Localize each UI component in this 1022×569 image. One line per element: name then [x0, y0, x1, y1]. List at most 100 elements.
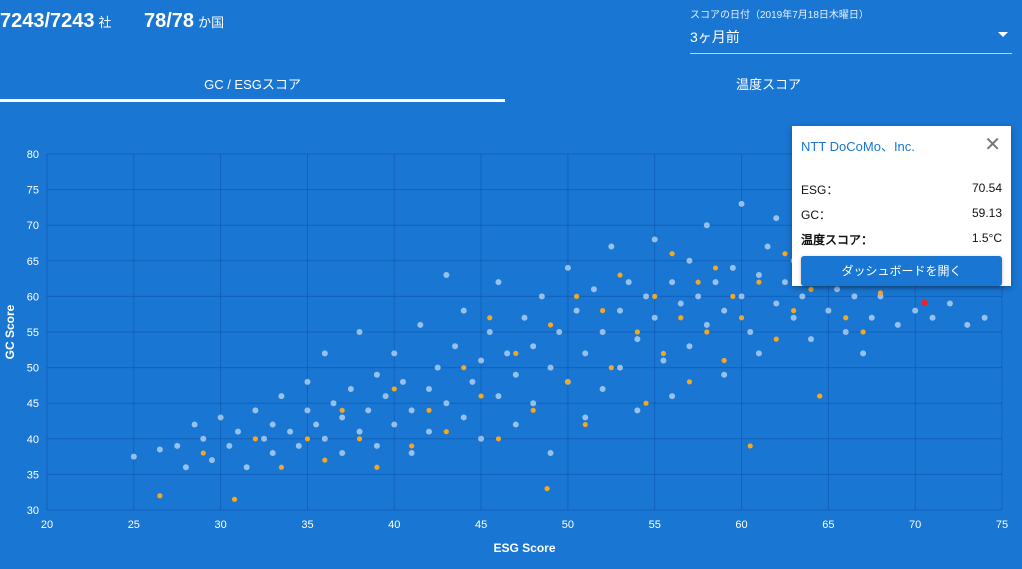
data-point-highlighted — [843, 315, 849, 321]
popup-row-temp: 温度スコア： 1.5°C — [801, 231, 1002, 248]
data-point-all — [981, 314, 988, 321]
data-point-all — [452, 343, 459, 350]
data-point-all — [408, 407, 415, 414]
data-point-all — [912, 307, 919, 314]
data-point-all — [235, 428, 241, 435]
data-point-highlighted — [773, 336, 779, 342]
data-point-all — [156, 446, 163, 453]
data-point-all — [495, 279, 502, 286]
x-tick-label: 60 — [735, 519, 747, 531]
data-point-all — [929, 314, 936, 321]
data-point-all — [721, 307, 728, 314]
tab-temperature-score[interactable]: 温度スコア — [735, 77, 801, 92]
data-point-all — [660, 357, 667, 364]
data-point-highlighted — [695, 279, 701, 285]
y-tick-label: 45 — [27, 398, 39, 410]
y-tick-label: 60 — [27, 291, 39, 303]
data-point-all — [382, 393, 389, 400]
data-point-all — [564, 264, 571, 271]
data-point-all — [703, 222, 710, 229]
score-date-select[interactable]: スコアの日付（2019年7月18日木曜日） 3ヶ月前 — [690, 6, 1012, 54]
data-point-all — [634, 407, 641, 414]
x-tick-label: 45 — [475, 519, 487, 531]
data-point-highlighted — [582, 421, 588, 428]
data-point-all — [964, 321, 971, 328]
data-point-all — [478, 357, 485, 364]
data-point-all — [373, 442, 380, 449]
data-point-all — [486, 329, 493, 335]
data-point-highlighted — [530, 407, 536, 413]
data-point-highlighted — [617, 272, 623, 278]
data-point-all — [547, 450, 554, 457]
y-axis-label: GC Score — [3, 304, 17, 359]
open-dashboard-button[interactable]: ダッシュボードを開く — [801, 256, 1002, 286]
data-point-all — [243, 464, 250, 471]
close-icon[interactable]: ✕ — [984, 134, 1001, 156]
data-point-all — [426, 428, 432, 435]
data-point-highlighted — [356, 436, 363, 442]
data-point-all — [790, 314, 797, 321]
data-point-all — [738, 200, 745, 207]
score-date-value[interactable]: 3ヶ月前 — [690, 27, 1012, 54]
data-point-all — [321, 350, 328, 357]
y-tick-label: 75 — [27, 185, 39, 197]
data-point-highlighted — [252, 436, 258, 442]
data-point-all — [321, 435, 328, 442]
data-point-highlighted — [669, 251, 675, 257]
esg-label: ESG： — [801, 183, 839, 197]
popup-company-name: NTT DoCoMo、Inc. — [801, 139, 915, 154]
data-point-all — [295, 442, 302, 449]
data-point-all — [339, 450, 346, 457]
data-point-all — [582, 350, 589, 357]
data-point-all — [860, 350, 867, 357]
data-point-highlighted — [461, 365, 467, 371]
x-tick-label: 65 — [822, 519, 834, 531]
data-point-all — [504, 350, 511, 357]
x-tick-label: 55 — [649, 519, 661, 531]
tab-gc-esg-score[interactable]: GC / ESGスコア — [0, 74, 505, 102]
data-point-all — [894, 321, 901, 328]
data-point-all — [434, 364, 441, 371]
data-point-all — [512, 371, 519, 378]
data-point-all — [573, 307, 580, 314]
data-point-highlighted — [495, 436, 502, 442]
data-point-all — [590, 286, 597, 293]
country-unit: か国 — [198, 15, 225, 30]
data-point-all — [538, 293, 545, 300]
country-count: 78/78 か国 — [144, 10, 224, 33]
data-point-all — [174, 442, 181, 449]
y-tick-label: 70 — [27, 220, 39, 232]
data-point-highlighted — [686, 379, 693, 385]
data-point-all — [669, 279, 676, 286]
data-point-all — [755, 350, 762, 357]
data-point-highlighted — [547, 322, 554, 328]
data-point-all — [200, 435, 207, 442]
data-point-all — [712, 279, 719, 286]
data-point-all — [304, 407, 311, 414]
data-point-all — [417, 321, 424, 328]
data-point-highlighted — [600, 308, 606, 314]
data-point-all — [599, 385, 606, 392]
data-point-highlighted — [747, 443, 753, 449]
data-point-all — [834, 286, 841, 293]
y-tick-label: 50 — [27, 363, 39, 375]
data-point-highlighted — [738, 315, 745, 321]
data-point-highlighted — [231, 496, 238, 502]
data-point-all — [191, 421, 198, 428]
data-point-all — [721, 371, 728, 378]
data-point-all — [946, 300, 953, 307]
data-point-all — [217, 414, 224, 421]
company-unit: 社 — [98, 15, 112, 30]
score-date-label: スコアの日付（2019年7月18日木曜日） — [690, 10, 869, 21]
data-point-highlighted — [443, 429, 449, 435]
data-point-highlighted — [756, 279, 762, 285]
data-point-all — [747, 329, 754, 335]
data-point-all — [512, 421, 519, 428]
data-point-all — [304, 378, 311, 385]
data-point-all — [556, 329, 563, 335]
data-point-highlighted — [200, 450, 206, 456]
y-tick-label: 55 — [27, 327, 39, 339]
x-tick-label: 35 — [301, 519, 313, 531]
gc-value: 59.13 — [971, 206, 1002, 220]
data-point-all — [729, 264, 736, 271]
